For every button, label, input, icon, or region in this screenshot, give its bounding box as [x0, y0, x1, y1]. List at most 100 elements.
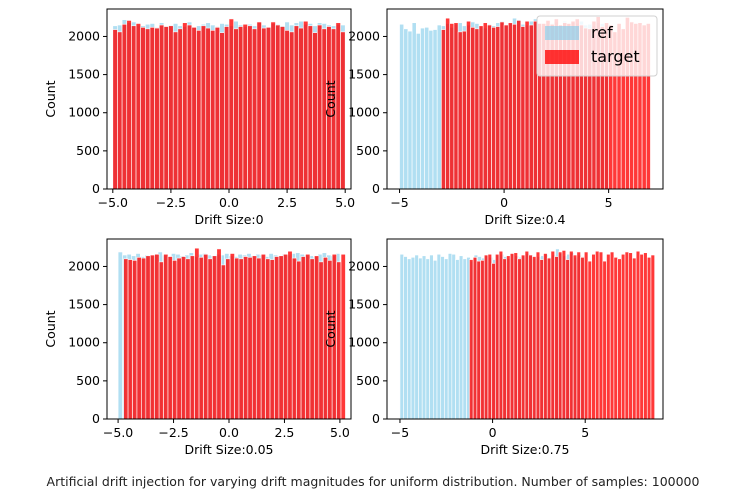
- chart-4-ref-bar: [403, 256, 408, 420]
- chart-2-ref-bar: [424, 27, 430, 190]
- chart-4-target-bar: [543, 253, 548, 420]
- chart-4-target-bar: [554, 256, 559, 420]
- chart-3-xtick-label: 0.0: [219, 425, 239, 440]
- chart-1-target-bar: [256, 21, 262, 190]
- chart-3-target-bar: [136, 257, 142, 420]
- chart-2-target-bar: [495, 26, 501, 190]
- chart-4-target-bar: [550, 250, 555, 420]
- legend-swatch-target: [545, 50, 579, 64]
- chart-1-target-bar: [247, 25, 253, 190]
- chart-3-target-bar: [269, 259, 275, 420]
- chart-2-target-bar: [516, 20, 522, 190]
- chart-2-ytick-label: 1000: [348, 105, 380, 120]
- chart-4-target-bar: [613, 257, 618, 420]
- chart-3-target-bar: [247, 257, 253, 420]
- chart-4-target-bar: [624, 251, 630, 420]
- chart-4-target-bar: [513, 252, 518, 420]
- chart-2-ref-bar: [415, 33, 421, 190]
- chart-2-target-bar: [507, 22, 513, 190]
- chart-4-target-bar: [639, 253, 644, 420]
- chart-3-ytick-label: 0: [92, 411, 100, 426]
- chart-3-target-bar: [216, 248, 222, 420]
- chart-1-target-bar: [265, 27, 272, 190]
- chart-3-target-bar: [123, 258, 129, 420]
- chart-4-target-bar: [561, 250, 567, 420]
- chart-3-target-bar: [243, 256, 249, 420]
- chart-4-target-bar: [502, 258, 507, 420]
- chart-3-ylabel: Count: [43, 310, 58, 347]
- chart-3-ytick-label: 500: [76, 373, 100, 388]
- chart-4-ytick-label: 1500: [348, 297, 380, 312]
- chart-4-target-bar: [598, 251, 604, 420]
- chart-2-ref-bar: [407, 30, 413, 190]
- chart-3-target-bar: [132, 260, 138, 420]
- chart-4-target-bar: [476, 260, 481, 420]
- chart-4-ytick-label: 1000: [348, 335, 380, 350]
- chart-1-target-bar: [177, 28, 183, 190]
- chart-4-target-bar: [480, 260, 485, 420]
- chart-2-ytick-label: 500: [356, 143, 380, 158]
- chart-3-target-bar: [260, 253, 266, 420]
- chart-2-target-bar: [503, 24, 509, 190]
- chart-3-target-bar: [158, 261, 164, 420]
- chart-3-target-bar: [167, 256, 173, 420]
- chart-2-target-bar: [478, 25, 484, 190]
- chart-4-xtick-label: −5: [391, 425, 409, 440]
- chart-3-target-bar: [340, 253, 346, 420]
- chart-4-ref-bar: [462, 258, 467, 420]
- chart-3-target-bar: [212, 255, 218, 420]
- chart-2-target-bar: [449, 23, 455, 190]
- chart-4-target-bar: [572, 254, 578, 420]
- chart-4-target-bar: [520, 254, 526, 420]
- chart-1-ytick-label: 0: [92, 181, 100, 196]
- chart-4-target-bar: [487, 253, 492, 420]
- chart-3-target-bar: [141, 257, 147, 420]
- chart-1-target-bar: [210, 30, 216, 190]
- chart-3-ytick-label: 1000: [68, 335, 100, 350]
- chart-4-ref-bar: [410, 257, 416, 420]
- chart-2-ytick-label: 1500: [348, 67, 380, 82]
- chart-1-xtick-label: −2.5: [156, 195, 186, 210]
- chart-1-target-bar: [154, 27, 160, 190]
- chart-1-xtick-label: 0.0: [219, 195, 239, 210]
- chart-1-target-bar: [135, 23, 142, 190]
- chart-4-target-bar: [580, 257, 585, 420]
- chart-2-ref-bar: [399, 23, 405, 190]
- chart-4-ytick-label: 0: [372, 411, 380, 426]
- chart-1-xlabel: Drift Size:0: [194, 212, 263, 227]
- chart-4-ref-bar: [433, 260, 438, 420]
- chart-3-target-bar: [207, 258, 213, 420]
- chart-2-xlabel: Drift Size:0.4: [484, 212, 565, 227]
- chart-1-target-bar: [316, 24, 323, 190]
- chart-3-target-bar: [283, 253, 289, 420]
- chart-1-target-bar: [205, 27, 211, 190]
- chart-2-target-bar: [512, 23, 517, 190]
- chart-2-target-bar: [520, 26, 526, 190]
- chart-3-target-bar: [251, 255, 258, 420]
- chart-1-xtick-label: −5.0: [98, 195, 128, 210]
- chart-4-ref-bar: [444, 258, 449, 420]
- chart-3-target-bar: [185, 258, 191, 420]
- chart-3-target-bar: [287, 250, 293, 420]
- chart-4-target-bar: [491, 263, 496, 420]
- chart-4-ref-bar: [447, 253, 453, 420]
- chart-3-target-bar: [203, 253, 209, 420]
- chart-2-target-bar: [453, 22, 459, 190]
- chart-2-target-bar: [461, 30, 467, 190]
- chart-4-target-bar: [558, 251, 563, 420]
- chart-2-target-bar: [441, 29, 446, 190]
- chart-4-target-bar: [635, 250, 641, 420]
- chart-1-target-bar: [131, 25, 137, 190]
- chart-1-target-bar: [340, 31, 346, 190]
- chart-4-target-bar: [632, 257, 637, 420]
- chart-3-target-bar: [296, 260, 302, 420]
- chart-1-target-bar: [233, 28, 239, 190]
- chart-3-target-bar: [172, 260, 178, 420]
- chart-1-target-bar: [121, 23, 128, 190]
- chart-1-target-bar: [224, 26, 230, 190]
- chart-4-ref-bar: [436, 253, 442, 420]
- chart-3-target-bar: [163, 253, 169, 420]
- chart-2-target-bar: [445, 17, 451, 190]
- chart-2-ref-bar: [428, 30, 434, 190]
- chart-4-xlabel: Drift Size:0.75: [481, 442, 570, 457]
